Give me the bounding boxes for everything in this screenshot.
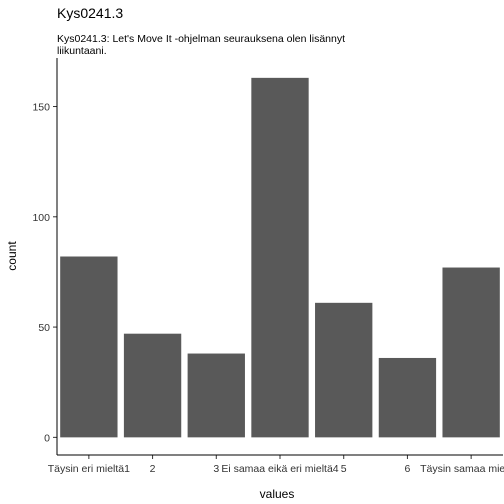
x-tick-label-4: Ei samaa eikä eri mieltä4 — [221, 463, 338, 475]
bar-1 — [60, 256, 118, 438]
bar-6 — [378, 357, 437, 438]
bar-4 — [251, 77, 309, 438]
x-tick-label-3: 3 — [213, 463, 219, 475]
bar-3 — [187, 353, 245, 438]
x-tick-label-6: 6 — [405, 463, 411, 475]
bar-7 — [442, 267, 500, 438]
x-tick-label-2: 2 — [150, 463, 156, 475]
chart-subtitle-line-1: Kys0241.3: Let's Move It -ohjelman seura… — [57, 33, 345, 45]
y-tick-label-100: 100 — [32, 212, 50, 224]
y-tick-label-50: 50 — [38, 322, 50, 334]
bar-2 — [123, 333, 182, 438]
y-axis-title: count — [5, 241, 19, 271]
x-tick-label-7: Täysin samaa mieltä7 — [420, 463, 504, 475]
chart-subtitle-line-2: liikuntaani. — [57, 45, 107, 57]
y-axis-ticks: 0 50 100 150 — [32, 102, 57, 444]
x-tick-label-5: 5 — [341, 463, 347, 475]
y-tick-label-150: 150 — [32, 102, 50, 114]
bars — [60, 77, 500, 438]
chart-title: Kys0241.3 — [57, 5, 123, 21]
y-tick-label-0: 0 — [44, 432, 50, 444]
x-tick-label-1: Täysin eri mieltä1 — [48, 463, 130, 475]
x-axis-title: values — [260, 487, 295, 501]
x-axis-ticks: Täysin eri mieltä1 2 3 Ei samaa eikä eri mi… — [48, 455, 504, 475]
bar-5 — [315, 302, 373, 438]
